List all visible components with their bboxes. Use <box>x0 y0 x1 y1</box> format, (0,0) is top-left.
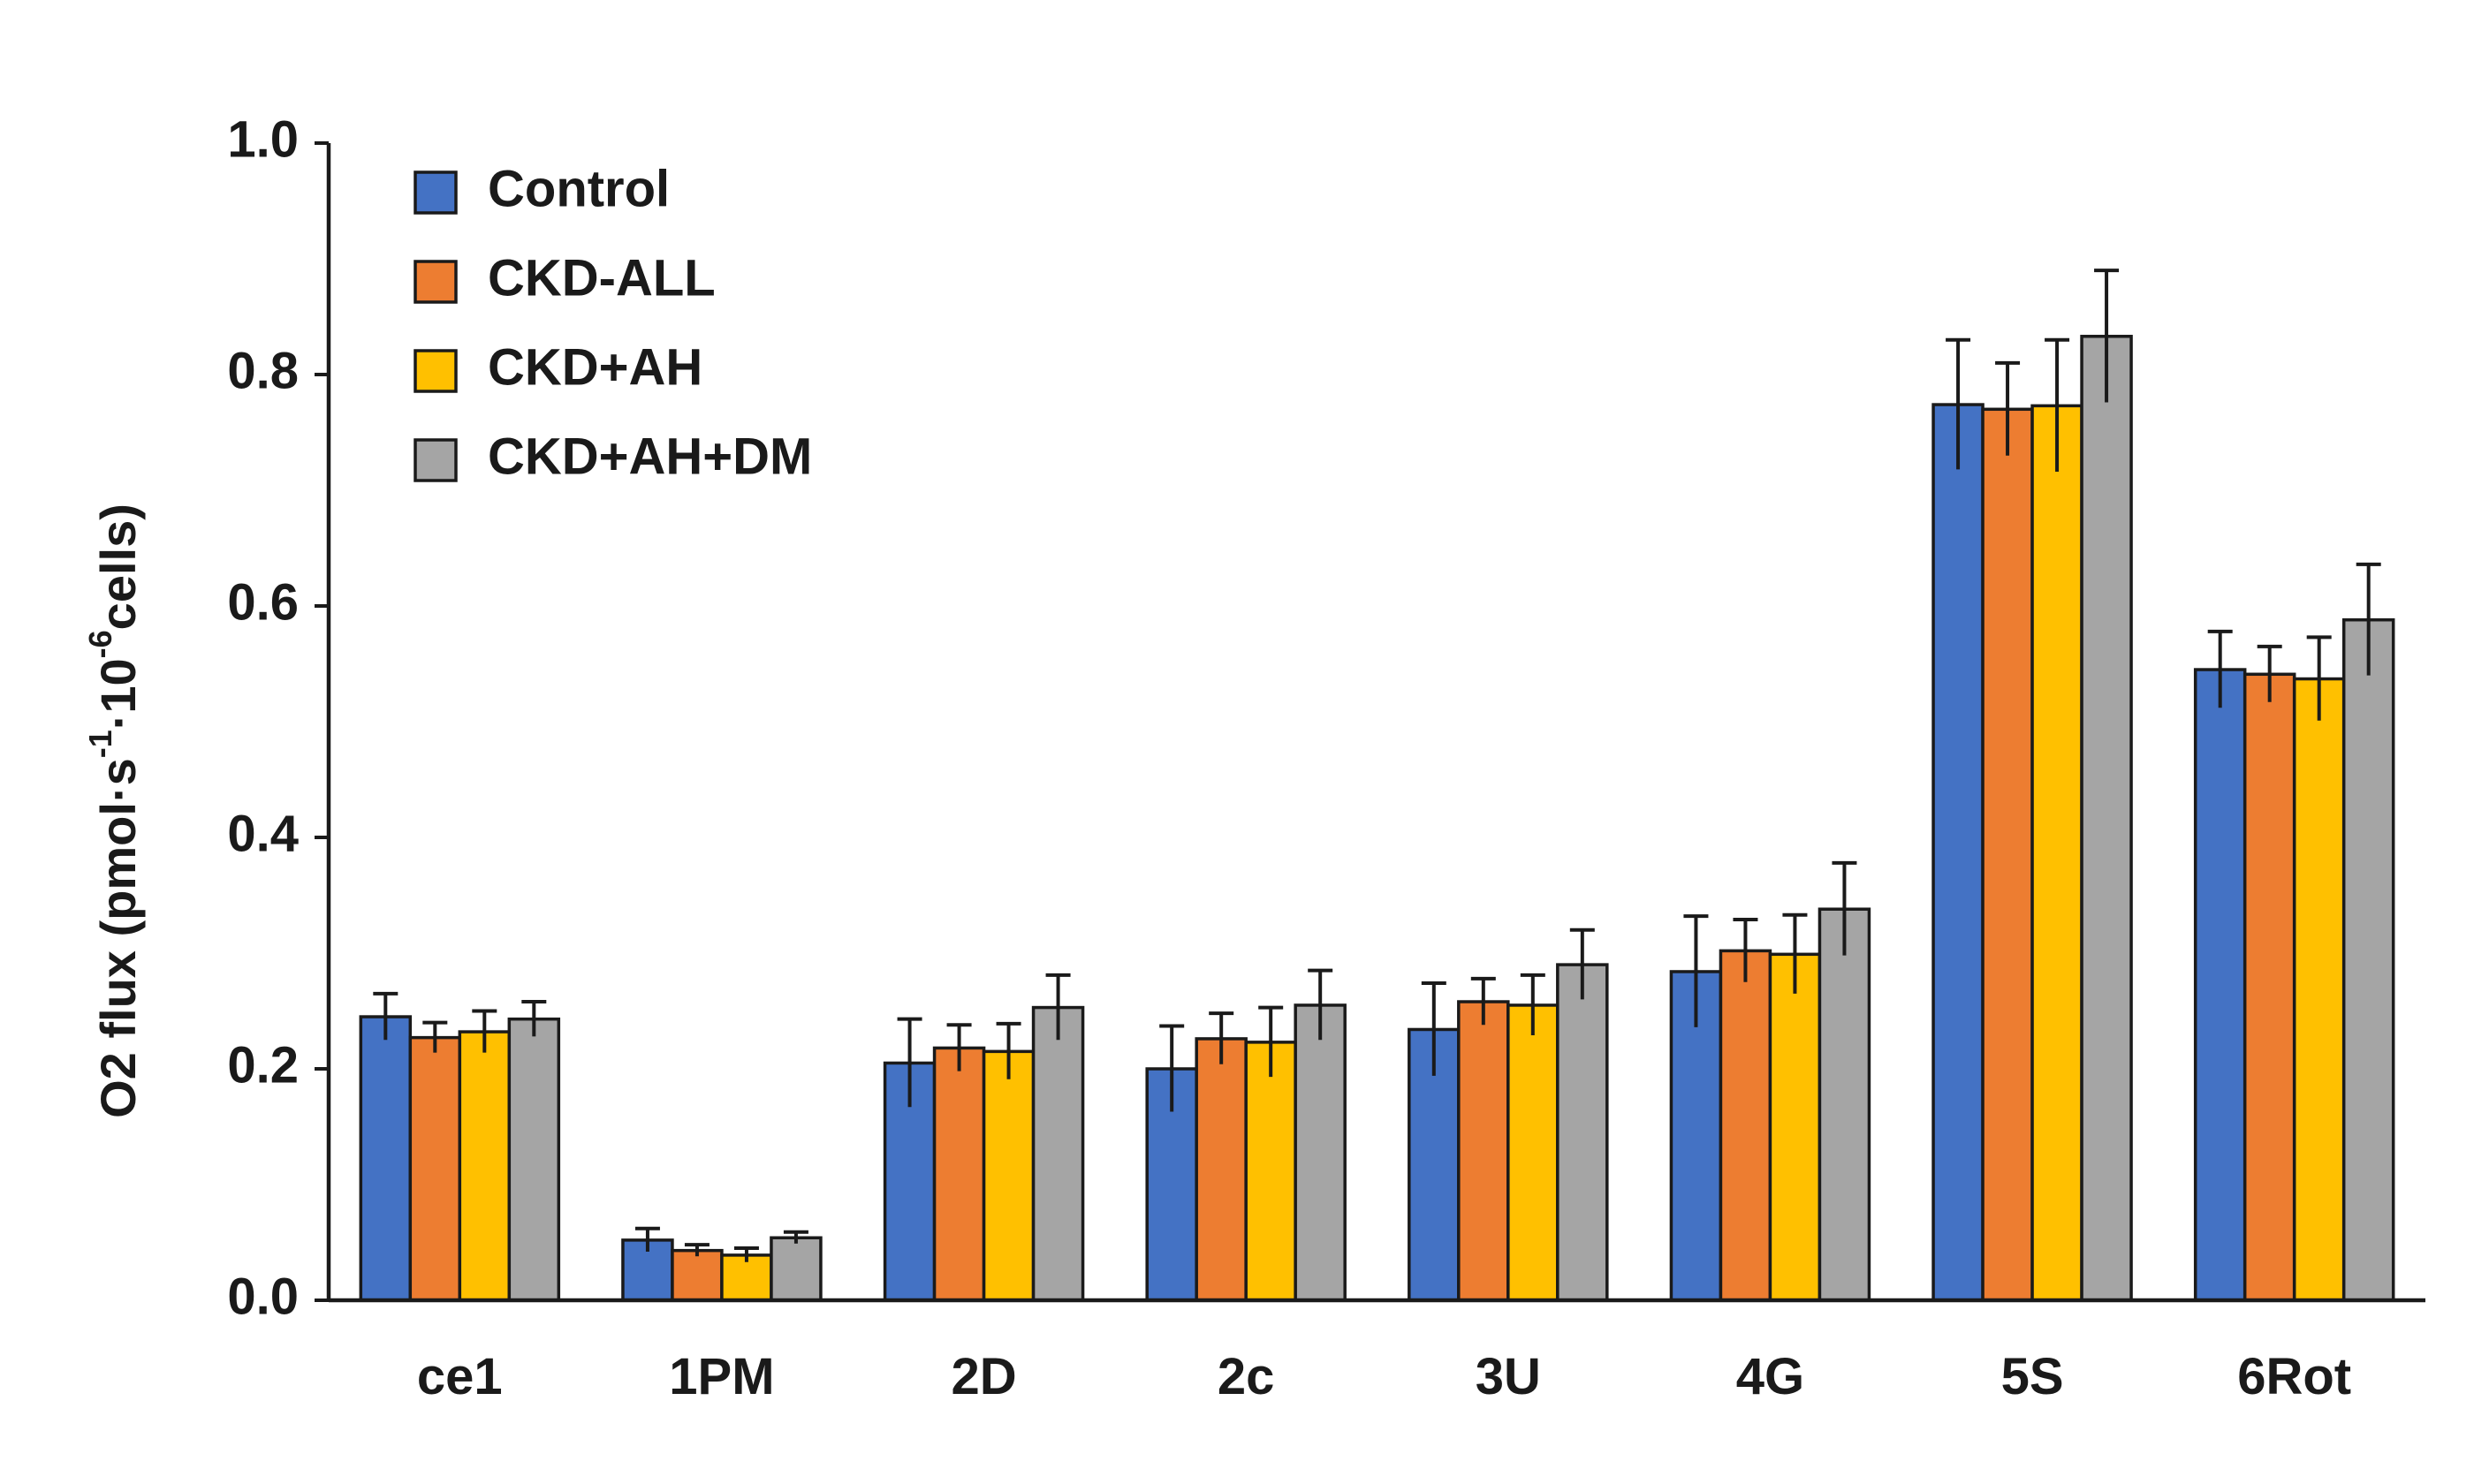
bar-ckd-ah-ce1 <box>458 1030 512 1302</box>
bar-ckd-ah-dm-5s <box>2080 335 2133 1302</box>
legend-swatch-ckd-ah-dm <box>414 438 458 482</box>
svg-text:O2 flux (pmol·s-1·10-6cells): O2 flux (pmol·s-1·10-6cells) <box>82 504 146 1118</box>
y-tick-label: 0.8 <box>227 342 299 399</box>
bar-ckd-ah-4g <box>1768 952 1822 1302</box>
axes <box>326 143 2425 1303</box>
bar-ckd-ah-dm-ce1 <box>507 1017 561 1302</box>
category-label-1pm: 1PM <box>669 1348 774 1405</box>
y-tick-label: 0.2 <box>227 1036 299 1094</box>
bar-groups <box>359 335 2395 1302</box>
y-axis-label-sup2: -6 <box>82 630 118 658</box>
category-label-2c: 2c <box>1218 1348 1275 1405</box>
bar-control-ce1 <box>359 1015 413 1302</box>
category-label-5s: 5S <box>2001 1348 2064 1405</box>
y-axis-label-suffix: cells) <box>90 504 146 630</box>
legend: Control CKD-ALL CKD+AH CKD+AH+DM <box>414 160 812 485</box>
bar-ckd-ah-dm-3u <box>1556 963 1609 1302</box>
bar-ckd-ah-5s <box>2030 404 2083 1302</box>
legend-swatch-ckd-all <box>414 260 458 304</box>
category-label-3u: 3U <box>1476 1348 1541 1405</box>
bar-ckd-ah-dm-1pm <box>770 1236 823 1302</box>
bar-ckd-ah-dm-2d <box>1031 1005 1085 1302</box>
category-label-4g: 4G <box>1736 1348 1804 1405</box>
legend-label-control: Control <box>488 160 670 217</box>
error-bars <box>373 269 2381 1262</box>
bar-ckd-ah-dm-2c <box>1294 1003 1347 1302</box>
y-tick-label: 0.0 <box>227 1268 299 1325</box>
y-axis-label-mid: ·10 <box>90 658 146 730</box>
legend-label-ckd-all: CKD-ALL <box>488 249 716 307</box>
legend-label-ckd-ah: CKD+AH <box>488 338 702 396</box>
legend-swatch-ckd-ah <box>414 349 458 393</box>
bar-ckd-all-3u <box>1457 1000 1510 1302</box>
y-tick-label: 0.4 <box>227 805 299 862</box>
y-axis-ticks: 0.0 0.2 0.4 0.6 0.8 1.0 <box>227 110 329 1325</box>
legend-label-ckd-ah-dm: CKD+AH+DM <box>488 428 812 485</box>
bar-ckd-ah-3u <box>1506 1003 1560 1302</box>
bar-ckd-all-1pm <box>671 1248 724 1302</box>
y-tick-label: 1.0 <box>227 110 299 168</box>
y-axis-label-sup1: -1 <box>82 730 118 758</box>
bar-control-5s <box>1931 403 1985 1302</box>
category-label-6rot: 6Rot <box>2237 1348 2351 1405</box>
y-axis-label: O2 flux (pmol·s-1·10-6cells) <box>82 504 146 1118</box>
y-tick-label: 0.6 <box>227 573 299 631</box>
y-axis-label-prefix: O2 flux (pmol·s <box>90 758 146 1118</box>
bar-ckd-all-2d <box>932 1046 986 1302</box>
bar-ckd-all-4g <box>1719 949 1772 1302</box>
category-label-ce1: ce1 <box>417 1348 503 1405</box>
bar-ckd-all-5s <box>1981 407 2034 1302</box>
legend-swatch-control <box>414 170 458 215</box>
bar-ckd-ah-dm-6rot <box>2341 617 2395 1302</box>
bar-ckd-all-6rot <box>2243 672 2296 1302</box>
bar-ckd-all-2c <box>1195 1037 1248 1302</box>
bar-ckd-all-ce1 <box>408 1035 462 1302</box>
category-labels: ce1 1PM 2D 2c 3U 4G 5S 6Rot <box>417 1348 2351 1405</box>
bar-ckd-ah-6rot <box>2292 677 2346 1302</box>
bar-ckd-ah-2c <box>1244 1041 1297 1302</box>
bar-ckd-ah-dm-4g <box>1818 907 1871 1302</box>
bar-control-6rot <box>2193 668 2247 1302</box>
category-label-2d: 2D <box>951 1348 1016 1405</box>
bar-ckd-ah-2d <box>982 1049 1036 1302</box>
